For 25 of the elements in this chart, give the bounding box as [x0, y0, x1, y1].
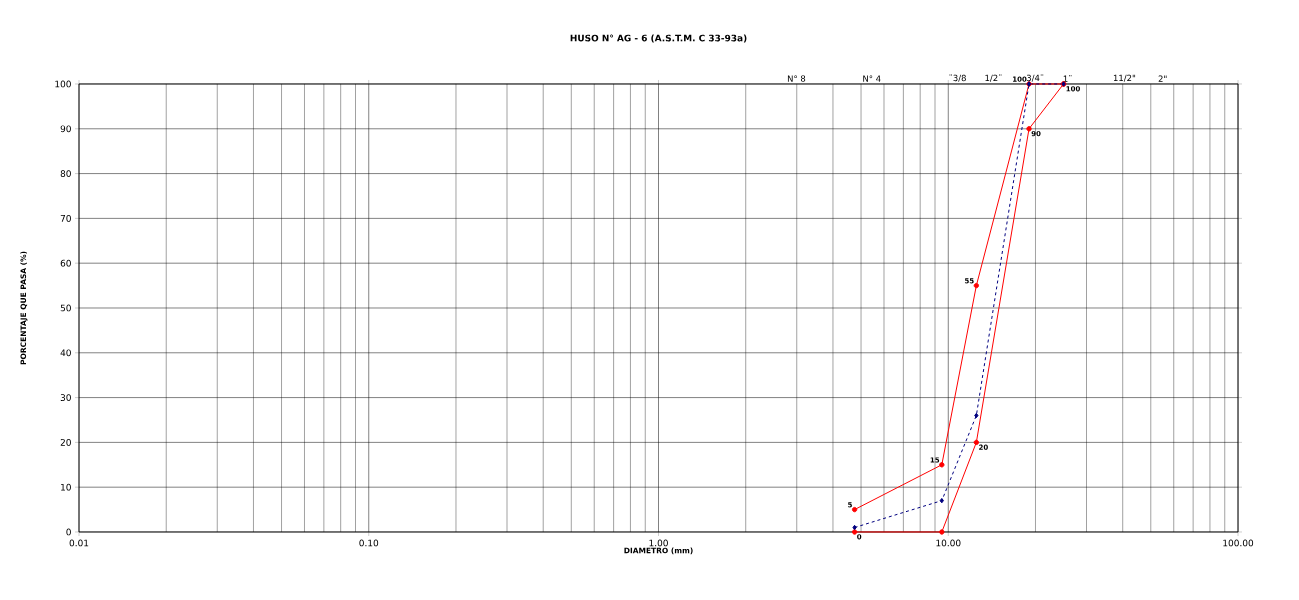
- text: 11/2": [1113, 74, 1136, 82]
- chart-title: HUSO N° AG - 6 (A.S.T.M. C 33-93a): [570, 34, 747, 43]
- x-tick-label: 100.00: [1223, 539, 1254, 547]
- y-tick-label: 70: [60, 214, 71, 222]
- x-tick-label: 10.00: [936, 539, 961, 547]
- y-tick-label: 80: [60, 170, 71, 177]
- y-tick-label: 100: [55, 80, 71, 88]
- text: N° 8: [787, 75, 806, 82]
- text: 1¨: [1063, 75, 1072, 82]
- text: 2": [1158, 75, 1167, 82]
- x-tick-label: 0.10: [359, 539, 379, 547]
- y-tick-label: 0: [66, 528, 71, 536]
- text: 3/4¨: [1026, 74, 1044, 82]
- y-tick-label: 20: [60, 438, 71, 446]
- text: N° 4: [863, 75, 881, 82]
- y-tick-label: 50: [60, 304, 71, 312]
- y-tick-label: 10: [61, 483, 71, 491]
- y-tick-label: 60: [60, 259, 71, 267]
- x-tick-label: 1.00: [649, 539, 668, 547]
- x-tick-label: 0.01: [69, 539, 89, 547]
- y-tick-label: 30: [60, 394, 71, 401]
- y-tick-label: 90: [60, 125, 71, 133]
- text: ¨3/8: [949, 74, 966, 82]
- text: 1/2¨: [985, 74, 1002, 82]
- y-tick-label: 40: [60, 349, 71, 357]
